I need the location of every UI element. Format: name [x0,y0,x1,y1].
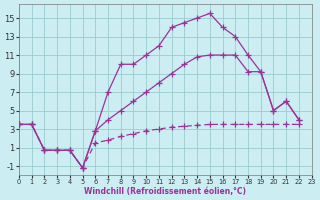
X-axis label: Windchill (Refroidissement éolien,°C): Windchill (Refroidissement éolien,°C) [84,187,246,196]
